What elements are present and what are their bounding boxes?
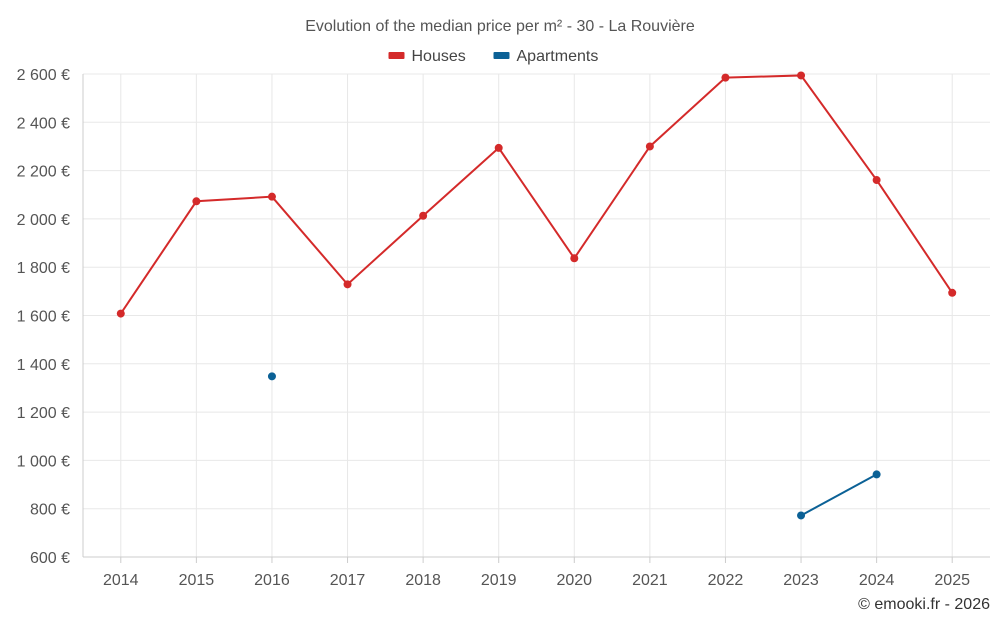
- legend-label-apartments: Apartments: [517, 48, 599, 65]
- x-axis: 2014 2015 2016 2017 2018 2019 2020 2021 2022 2023…: [83, 556, 990, 589]
- houses-point: [419, 211, 428, 220]
- apartments-series-line: [800, 473, 878, 517]
- apartments-point: [797, 511, 806, 520]
- chart-title: Evolution of the median price per m² - 3…: [305, 18, 695, 35]
- legend-item-houses: Houses: [388, 48, 466, 65]
- y-tick-label: 2 000 €: [17, 212, 70, 229]
- houses-point: [872, 176, 881, 185]
- y-tick-label: 2 400 €: [17, 115, 70, 132]
- x-tick-label: 2020: [556, 572, 592, 589]
- x-tick-label: 2019: [481, 572, 517, 589]
- x-tick-label: 2023: [783, 572, 819, 589]
- plot-area: [116, 71, 957, 520]
- legend: Houses Apartments: [388, 48, 599, 65]
- y-tick-label: 1 600 €: [17, 309, 70, 326]
- apartments-point: [872, 470, 881, 479]
- legend-label-houses: Houses: [412, 48, 466, 65]
- gridlines: [83, 73, 990, 557]
- apartments-point: [267, 372, 276, 381]
- y-tick-label: 2 200 €: [17, 164, 70, 181]
- legend-swatch-apartments: [493, 52, 510, 59]
- x-tick-label: 2017: [330, 572, 366, 589]
- houses-point: [721, 73, 730, 82]
- x-tick-label: 2022: [708, 572, 744, 589]
- houses-point: [343, 280, 352, 289]
- houses-point: [192, 197, 201, 206]
- houses-point: [570, 254, 579, 263]
- x-tick-label: 2024: [859, 572, 895, 589]
- x-tick-label: 2016: [254, 572, 290, 589]
- y-tick-label: 1 000 €: [17, 453, 70, 470]
- houses-point: [797, 71, 806, 80]
- y-tick-label: 800 €: [30, 502, 70, 519]
- y-axis: 600 € 800 € 1 000 € 1 200 € 1 400 € 1 600 € 1 …: [17, 67, 84, 567]
- houses-point: [267, 192, 276, 201]
- houses-point: [116, 309, 125, 318]
- y-tick-label: 2 600 €: [17, 67, 70, 84]
- houses-point: [645, 142, 654, 151]
- y-tick-label: 1 200 €: [17, 405, 70, 422]
- legend-swatch-houses: [388, 52, 405, 59]
- y-tick-label: 600 €: [30, 550, 70, 567]
- y-tick-label: 1 400 €: [17, 357, 70, 374]
- x-tick-label: 2025: [934, 572, 970, 589]
- y-tick-label: 1 800 €: [17, 260, 70, 277]
- houses-series-line: [119, 74, 954, 315]
- houses-point: [494, 143, 503, 152]
- x-tick-label: 2015: [179, 572, 215, 589]
- x-tick-label: 2018: [405, 572, 441, 589]
- credit-text: © emooki.fr - 2026: [858, 596, 990, 613]
- x-tick-label: 2021: [632, 572, 668, 589]
- x-tick-label: 2014: [103, 572, 139, 589]
- houses-point: [948, 288, 957, 297]
- legend-item-apartments: Apartments: [493, 48, 599, 65]
